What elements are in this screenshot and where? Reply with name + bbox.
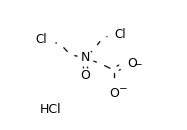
Text: Cl: Cl	[115, 28, 126, 41]
Text: O: O	[80, 69, 90, 82]
Text: −: −	[119, 84, 128, 94]
Text: O: O	[109, 87, 119, 100]
Text: −: −	[134, 60, 143, 70]
Text: HCl: HCl	[39, 103, 61, 116]
Text: Cl: Cl	[35, 33, 47, 46]
Text: N: N	[80, 51, 90, 64]
Text: O: O	[128, 57, 137, 70]
